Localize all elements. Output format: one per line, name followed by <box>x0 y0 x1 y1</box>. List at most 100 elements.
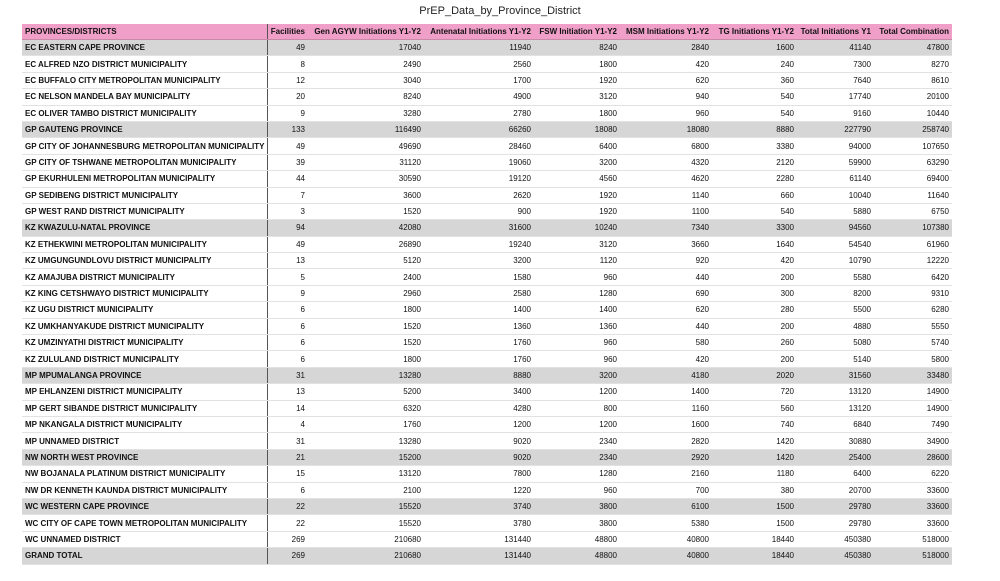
cell-value: 30590 <box>308 170 424 188</box>
cell-value: 12 <box>267 72 308 90</box>
table-row: KZ UMZINYATHI DISTRICT MUNICIPALITY 6 1520… <box>22 334 952 352</box>
cell-value: 258740 <box>874 121 952 139</box>
cell-value: 1600 <box>712 39 797 57</box>
cell-value: 29780 <box>797 498 874 516</box>
cell-value: 6 <box>267 350 308 368</box>
cell-value: 3 <box>267 203 308 221</box>
cell-value: 4560 <box>534 170 620 188</box>
cell-value: 40800 <box>620 531 712 549</box>
cell-value: 1140 <box>620 187 712 204</box>
table-row: WC WESTERN CAPE PROVINCE 22 15520 3740 3800 6… <box>22 498 952 516</box>
cell-value: 6220 <box>874 465 952 483</box>
row-label: KZ UGU DISTRICT MUNICIPALITY <box>22 301 268 319</box>
table-row: NW DR KENNETH KAUNDA DISTRICT MUNICIPALI… <box>22 482 952 499</box>
cell-value: 2280 <box>712 170 797 188</box>
cell-value: 6840 <box>797 416 874 434</box>
cell-value: 620 <box>620 72 712 90</box>
table-row: EC OLIVER TAMBO DISTRICT MUNICIPALITY 9 32… <box>22 105 952 122</box>
cell-value: 8200 <box>797 285 874 303</box>
cell-value: 540 <box>712 203 797 221</box>
cell-value: 9310 <box>874 285 952 303</box>
cell-value: 200 <box>712 350 797 368</box>
cell-value: 61960 <box>874 236 952 254</box>
row-label: EC EASTERN CAPE PROVINCE <box>22 39 268 57</box>
cell-value: 6280 <box>874 301 952 319</box>
cell-value: 3400 <box>424 383 534 401</box>
cell-value: 440 <box>620 268 712 286</box>
cell-value: 69400 <box>874 170 952 188</box>
table-row: EC BUFFALO CITY METROPOLITAN MUNICIPALIT… <box>22 72 952 90</box>
cell-value: 9160 <box>797 105 874 122</box>
cell-value: 19060 <box>424 154 534 172</box>
cell-value: 4620 <box>620 170 712 188</box>
cell-value: 10240 <box>534 219 620 237</box>
data-table: PROVINCES/DISTRICTS Facilities Gen AGYW In… <box>22 24 952 565</box>
cell-value: 8880 <box>424 367 534 385</box>
table-row: MP GERT SIBANDE DISTRICT MUNICIPALITY 14 6… <box>22 400 952 417</box>
cell-value: 15200 <box>308 449 424 467</box>
cell-value: 18440 <box>712 547 797 565</box>
cell-value: 720 <box>712 383 797 401</box>
cell-value: 3300 <box>712 219 797 237</box>
cell-value: 3120 <box>534 88 620 106</box>
cell-value: 1400 <box>424 301 534 319</box>
cell-value: 5550 <box>874 318 952 336</box>
cell-value: 19240 <box>424 236 534 254</box>
cell-value: 21 <box>267 449 308 467</box>
row-label: EC OLIVER TAMBO DISTRICT MUNICIPALITY <box>22 105 268 122</box>
table-row: GP WEST RAND DISTRICT MUNICIPALITY 3 1520 9… <box>22 203 952 221</box>
cell-value: 540 <box>712 88 797 106</box>
cell-value: 19120 <box>424 170 534 188</box>
table-row: KZ UGU DISTRICT MUNICIPALITY 6 1800 1400 140… <box>22 301 952 319</box>
table-row: GRAND TOTAL 269 210680 131440 48800 40800 1844… <box>22 547 952 565</box>
table-row: GP GAUTENG PROVINCE 133 116490 66260 18080 18… <box>22 121 952 139</box>
cell-value: 116490 <box>308 121 424 139</box>
cell-value: 7340 <box>620 219 712 237</box>
cell-value: 48800 <box>534 531 620 549</box>
cell-value: 518000 <box>874 531 952 549</box>
table-row: MP MPUMALANGA PROVINCE 31 13280 8880 3200 418… <box>22 367 952 385</box>
cell-value: 1700 <box>424 72 534 90</box>
cell-value: 18080 <box>620 121 712 139</box>
cell-value: 18080 <box>534 121 620 139</box>
cell-value: 1360 <box>534 318 620 336</box>
cell-value: 66260 <box>424 121 534 139</box>
cell-value: 3660 <box>620 236 712 254</box>
cell-value: 13280 <box>308 432 424 450</box>
cell-value: 660 <box>712 187 797 204</box>
cell-value: 10040 <box>797 187 874 204</box>
table-row: GP SEDIBENG DISTRICT MUNICIPALITY 7 3600 26… <box>22 187 952 204</box>
cell-value: 1760 <box>424 334 534 352</box>
table-row: MP UNNAMED DISTRICT 31 13280 9020 2340 2820 14… <box>22 432 952 450</box>
cell-value: 34900 <box>874 432 952 450</box>
cell-value: 12220 <box>874 252 952 270</box>
cell-value: 6400 <box>797 465 874 483</box>
column-header: MSM Initiations Y1-Y2 <box>620 24 712 40</box>
cell-value: 49690 <box>308 137 424 155</box>
cell-value: 920 <box>620 252 712 270</box>
column-header: Antenatal Initiations Y1-Y2 <box>424 24 534 40</box>
cell-value: 700 <box>620 482 712 499</box>
cell-value: 9 <box>267 105 308 122</box>
cell-value: 540 <box>712 105 797 122</box>
cell-value: 31 <box>267 432 308 450</box>
cell-value: 49 <box>267 39 308 57</box>
cell-value: 1220 <box>424 482 534 499</box>
cell-value: 11940 <box>424 39 534 57</box>
cell-value: 4 <box>267 416 308 434</box>
cell-value: 440 <box>620 318 712 336</box>
cell-value: 960 <box>620 105 712 122</box>
cell-value: 2780 <box>424 105 534 122</box>
cell-value: 6750 <box>874 203 952 221</box>
cell-value: 5 <box>267 268 308 286</box>
cell-value: 210680 <box>308 531 424 549</box>
cell-value: 960 <box>534 482 620 499</box>
cell-value: 1400 <box>620 383 712 401</box>
cell-value: 960 <box>534 334 620 352</box>
cell-value: 2490 <box>308 55 424 73</box>
cell-value: 107650 <box>874 137 952 155</box>
row-label: GP GAUTENG PROVINCE <box>22 121 268 139</box>
cell-value: 420 <box>620 55 712 73</box>
cell-value: 48800 <box>534 547 620 565</box>
cell-value: 7300 <box>797 55 874 73</box>
